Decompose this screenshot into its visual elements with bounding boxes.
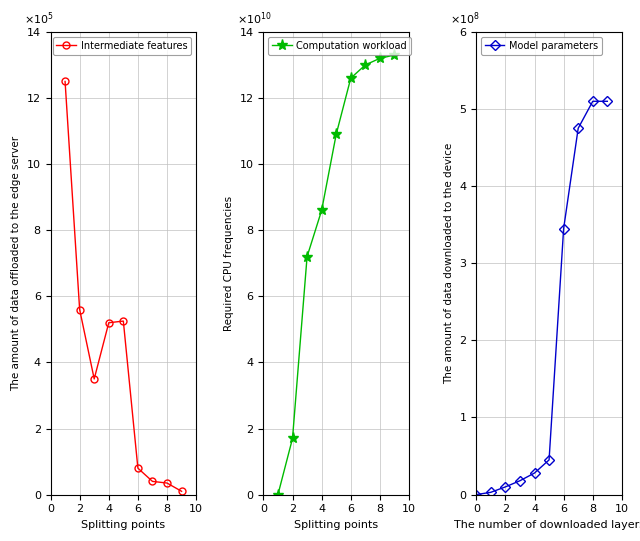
Text: $\times\mathregular{10}^{\mathregular{8}}$: $\times\mathregular{10}^{\mathregular{8}… [450, 11, 480, 27]
Y-axis label: The amount of data downloaded to the device: The amount of data downloaded to the dev… [444, 143, 454, 384]
Y-axis label: The amount of data offloaded to the edge server: The amount of data offloaded to the edge… [11, 136, 21, 391]
X-axis label: Splitting points: Splitting points [294, 520, 378, 530]
Legend: Computation workload: Computation workload [268, 37, 411, 55]
Legend: Intermediate features: Intermediate features [52, 37, 191, 55]
X-axis label: The number of downloaded layers: The number of downloaded layers [454, 520, 640, 530]
Y-axis label: Required CPU frequencies: Required CPU frequencies [224, 196, 234, 331]
Legend: Model parameters: Model parameters [481, 37, 602, 55]
Text: $\times\mathregular{10}^{\mathregular{5}}$: $\times\mathregular{10}^{\mathregular{5}… [24, 11, 54, 27]
Text: $\times\mathregular{10}^{\mathregular{10}}$: $\times\mathregular{10}^{\mathregular{10… [237, 11, 272, 27]
X-axis label: Splitting points: Splitting points [81, 520, 165, 530]
